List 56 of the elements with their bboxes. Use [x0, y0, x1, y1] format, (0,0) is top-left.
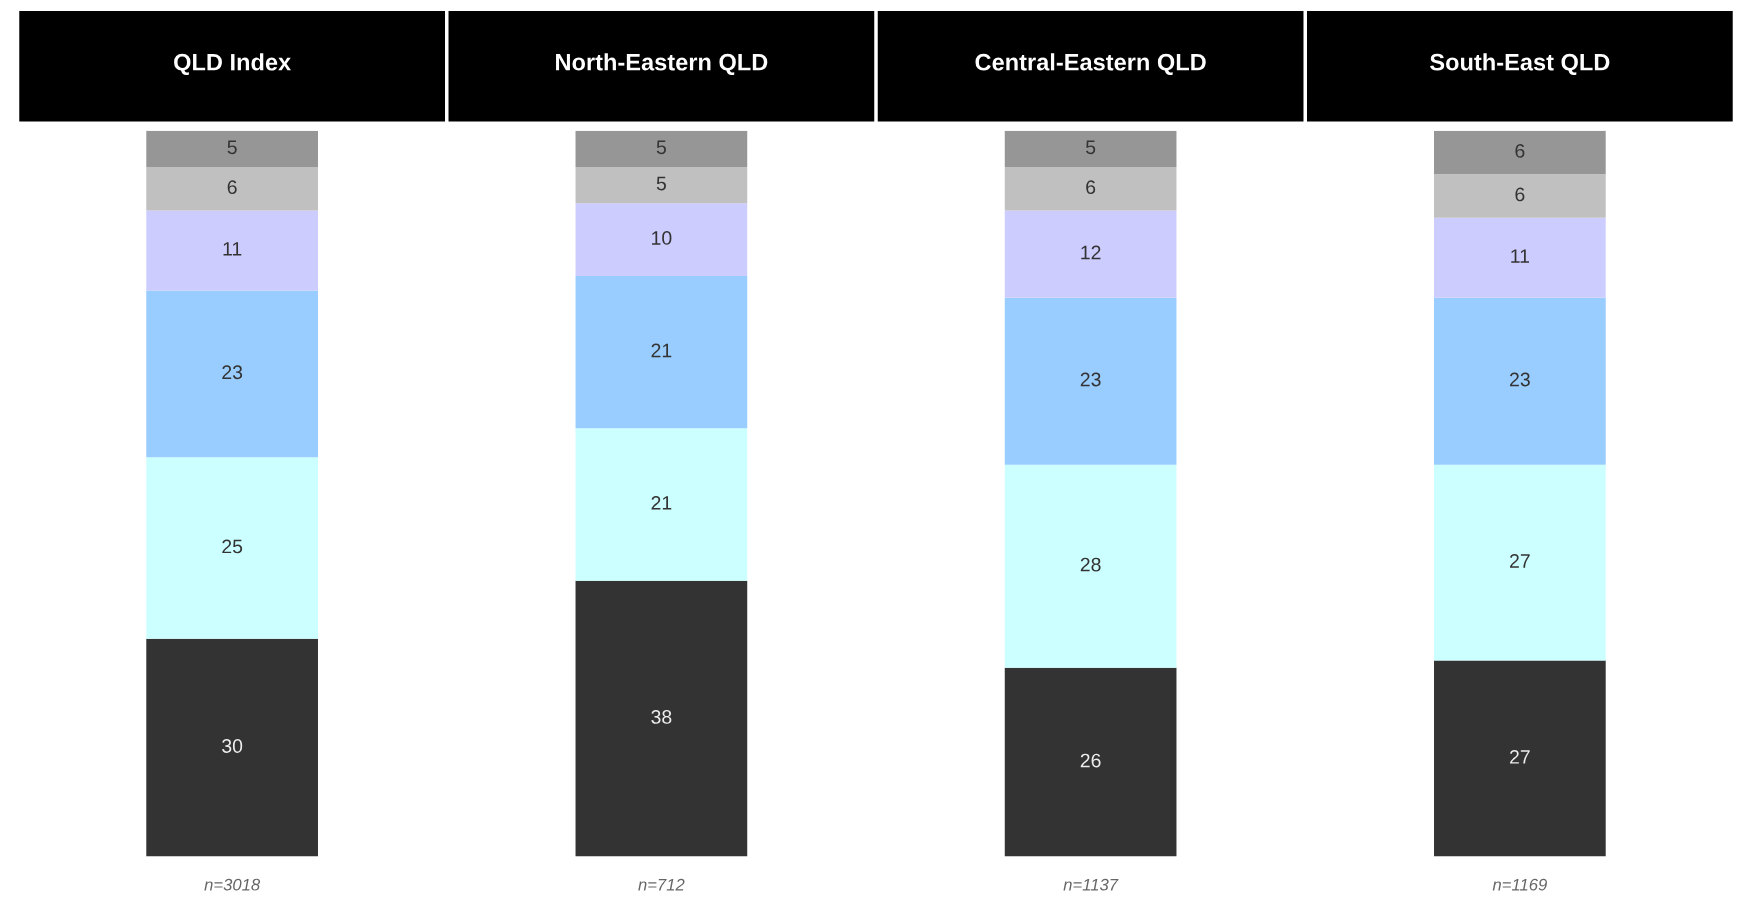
bar	[146, 290, 318, 458]
bar	[146, 210, 318, 291]
bar	[1434, 174, 1606, 218]
data-label: 11	[1511, 249, 1530, 263]
data-label: 6	[1515, 187, 1525, 202]
bar	[1434, 130, 1606, 175]
data-label: 5	[656, 176, 666, 191]
bar	[1004, 210, 1177, 298]
data-label: 12	[1081, 245, 1101, 260]
bar	[1004, 130, 1177, 168]
bar	[575, 275, 748, 429]
bar	[1004, 667, 1177, 857]
data-label: 30	[222, 739, 243, 753]
data-label: 5	[656, 140, 666, 155]
data-label: 27	[1510, 750, 1530, 764]
bar	[1004, 297, 1177, 465]
data-label: 6	[1515, 144, 1525, 158]
bar	[1434, 217, 1606, 298]
data-label: 21	[651, 495, 672, 510]
x-tick-label: North-Eastern QLD	[556, 53, 768, 75]
text: n=712	[638, 878, 685, 891]
data-label: 28	[1080, 557, 1101, 572]
x-tick-label: South-East QLD	[1430, 53, 1610, 75]
bar	[1004, 464, 1177, 668]
bar	[1434, 464, 1606, 661]
text: n=1169	[1492, 878, 1547, 891]
data-label: 23	[222, 365, 243, 380]
data-label: 6	[227, 180, 237, 195]
data-label: 11	[223, 242, 242, 256]
bar	[1434, 297, 1606, 465]
data-label: 21	[651, 343, 672, 358]
bar	[146, 638, 318, 857]
data-label: 25	[222, 539, 243, 554]
data-label: 23	[1510, 372, 1530, 387]
bar	[146, 130, 318, 168]
data-label: 10	[652, 231, 672, 245]
bar	[575, 130, 748, 168]
data-label: 6	[1086, 180, 1096, 195]
text: n=3018	[204, 878, 261, 891]
bar	[575, 580, 748, 857]
x-tick-label: QLD Index	[174, 53, 292, 75]
data-label: 26	[1080, 753, 1101, 768]
x-tick-label: Central-Eastern QLD	[975, 53, 1206, 75]
data-label: 23	[1080, 372, 1101, 387]
bar	[1004, 167, 1177, 211]
bar	[146, 457, 318, 639]
data-label: 5	[227, 140, 237, 155]
text: n=1137	[1063, 878, 1119, 891]
bar	[575, 167, 748, 204]
data-label: 38	[651, 710, 672, 724]
bar	[575, 428, 748, 581]
bar	[146, 167, 318, 211]
data-label: 5	[1085, 140, 1096, 155]
bar	[1434, 660, 1606, 857]
data-label: 27	[1510, 554, 1530, 568]
bar	[575, 203, 748, 276]
